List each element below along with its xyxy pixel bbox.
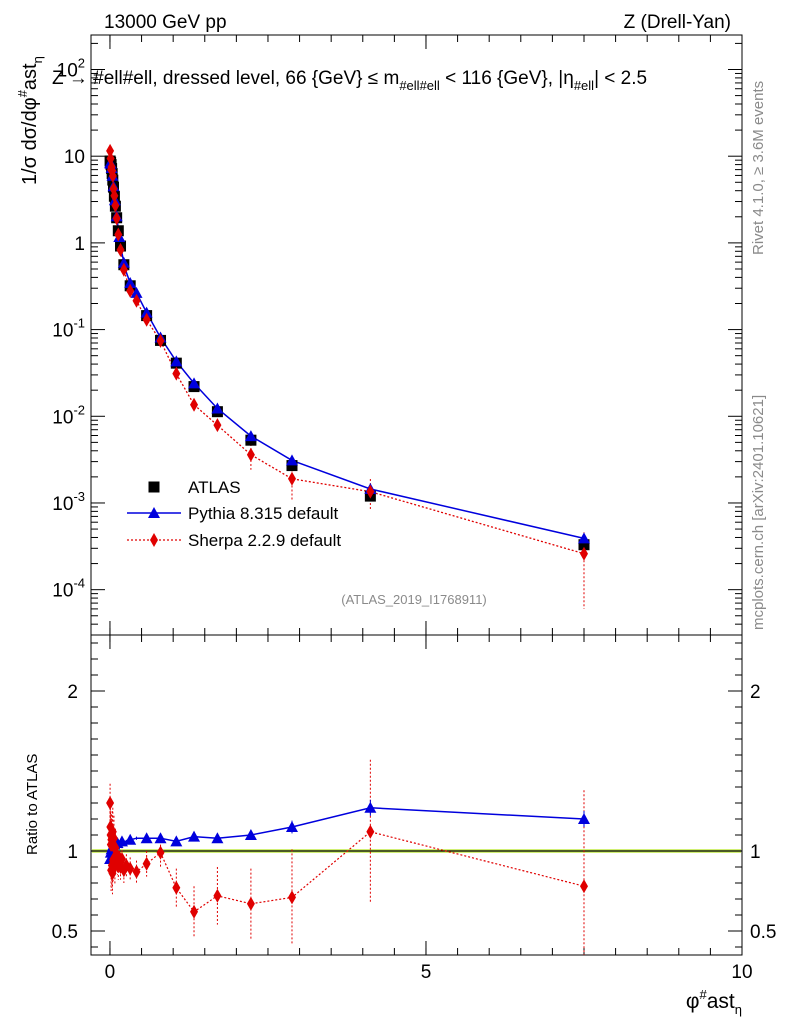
- y-tick-label: 10-4: [52, 576, 85, 602]
- sherpa-ratio-point: [122, 858, 131, 873]
- y-tick-label: 10: [64, 147, 85, 168]
- atlas-point: [286, 460, 298, 472]
- sherpa-point: [190, 397, 199, 412]
- pythia-ratio-point: [124, 833, 137, 845]
- pythia-ratio-point: [154, 832, 167, 844]
- pythia-line: [109, 161, 585, 540]
- pythia-ratio-point: [577, 813, 590, 824]
- pythia-point: [211, 402, 224, 414]
- sherpa-ratio-point: [132, 864, 141, 879]
- plot-title: Z → #ell#ell, dressed level, 66 {GeV} ≤ …: [52, 68, 647, 93]
- sherpa-point: [213, 418, 222, 433]
- sherpa-point: [119, 262, 128, 277]
- sherpa-ratio-point: [172, 880, 181, 895]
- sherpa-point: [142, 312, 151, 327]
- ratio-axis-ticks: 0.5 0.5 1 1 2 2: [52, 642, 776, 948]
- sherpa-ratio-point: [106, 796, 115, 810]
- x-tick-label: 10: [731, 962, 752, 983]
- sherpa-ratio-point: [287, 890, 296, 905]
- sherpa-point: [111, 198, 120, 213]
- pythia-ratio-point: [188, 830, 201, 842]
- sherpa-ratio-point: [109, 831, 118, 846]
- main-series-group: [104, 143, 590, 609]
- pythia-point: [140, 306, 153, 318]
- legend-atlas-marker: [148, 481, 160, 493]
- pythia-ratio-point: [211, 832, 224, 844]
- legend-label: ATLAS: [188, 478, 241, 497]
- sherpa-ratio-point: [213, 888, 222, 903]
- ratio-reference-band: [91, 849, 742, 853]
- analysis-tag: (ATLAS_2019_I1768911): [341, 592, 487, 607]
- ratio-tick-label-left: 2: [67, 682, 78, 703]
- ratio-tick-label-right: 1: [750, 842, 761, 863]
- sherpa-ratio-point: [366, 824, 375, 839]
- sherpa-ratio-point: [117, 852, 126, 866]
- sherpa-point: [287, 471, 296, 486]
- pythia-point: [285, 454, 298, 466]
- sherpa-ratio-point: [579, 879, 588, 894]
- x-tick-label: 5: [421, 962, 432, 983]
- y-tick-label: 10-1: [52, 316, 85, 342]
- sherpa-point: [114, 227, 123, 242]
- pythia-point: [170, 355, 183, 367]
- sherpa-point: [246, 447, 255, 462]
- pythia-ratio-point: [140, 832, 153, 844]
- y-tick-label: 10-2: [52, 402, 85, 428]
- sherpa-point: [116, 242, 125, 257]
- y-axis-label: 1/σ dσ/dφ#astη: [15, 56, 45, 185]
- sherpa-point: [579, 546, 588, 561]
- legend-label: Pythia 8.315 default: [188, 504, 339, 523]
- sherpa-ratio-point: [246, 896, 255, 911]
- pythia-ratio-point: [170, 835, 183, 847]
- rivet-version-text: Rivet 4.1.0, ≥ 3.6M events: [750, 81, 767, 255]
- y-tick-label: 10-3: [52, 489, 85, 515]
- sherpa-ratio-point: [126, 861, 135, 876]
- atlas-point: [578, 539, 590, 551]
- sherpa-point: [172, 366, 181, 381]
- sherpa-point: [108, 169, 117, 184]
- ratio-plot-frame: [90, 634, 743, 956]
- sherpa-point: [132, 293, 141, 308]
- sherpa-point: [156, 333, 165, 348]
- pythia-ratio-point: [285, 821, 298, 832]
- sherpa-ratio-line: [109, 802, 585, 913]
- ratio-tick-label-left: 0.5: [52, 922, 78, 943]
- pythia-ratio-point: [244, 829, 257, 840]
- mcplots-site-text: mcplots.cern.ch [arXiv:2401.10621]: [750, 395, 767, 630]
- sherpa-ratio-point: [142, 856, 151, 871]
- pythia-point: [577, 532, 590, 544]
- ratio-y-axis-label: Ratio to ATLAS: [24, 754, 41, 855]
- x-tick-label: 0: [105, 962, 116, 983]
- main-axis-ticks: 10-4 10-3 10-2 10-1 1 10 102: [52, 42, 742, 636]
- pythia-point: [124, 276, 137, 288]
- sherpa-point: [112, 211, 121, 226]
- pythia-point: [117, 256, 130, 268]
- pythia-point: [244, 430, 257, 442]
- header-left: 13000 GeV pp: [104, 12, 227, 33]
- y-tick-label: 1: [74, 234, 85, 255]
- legend-pythia-marker: [148, 507, 160, 518]
- legend: ATLAS Pythia 8.315 default Sherpa 2.2.9 de…: [127, 478, 341, 550]
- pythia-ratio-point: [364, 801, 377, 813]
- sherpa-point: [366, 484, 375, 499]
- ratio-tick-label-right: 2: [750, 682, 761, 703]
- y-tick-label: 102: [57, 55, 85, 81]
- pythia-point: [188, 377, 201, 389]
- sherpa-line: [109, 150, 585, 555]
- sherpa-ratio-point: [156, 845, 165, 860]
- sherpa-point: [126, 283, 135, 298]
- legend-sherpa-marker: [150, 533, 158, 547]
- x-axis-label: φ#astη: [686, 987, 742, 1017]
- ratio-tick-label-left: 1: [67, 842, 78, 863]
- ratio-series-group: [104, 759, 590, 955]
- legend-label: Sherpa 2.2.9 default: [188, 531, 341, 550]
- x-axis-ticks: 0 5 10: [105, 35, 753, 983]
- ratio-tick-label-right: 0.5: [750, 922, 776, 943]
- sherpa-point: [110, 188, 119, 203]
- sherpa-ratio-point: [190, 904, 199, 919]
- pythia-point: [130, 286, 143, 298]
- header-right: Z (Drell-Yan): [624, 12, 731, 33]
